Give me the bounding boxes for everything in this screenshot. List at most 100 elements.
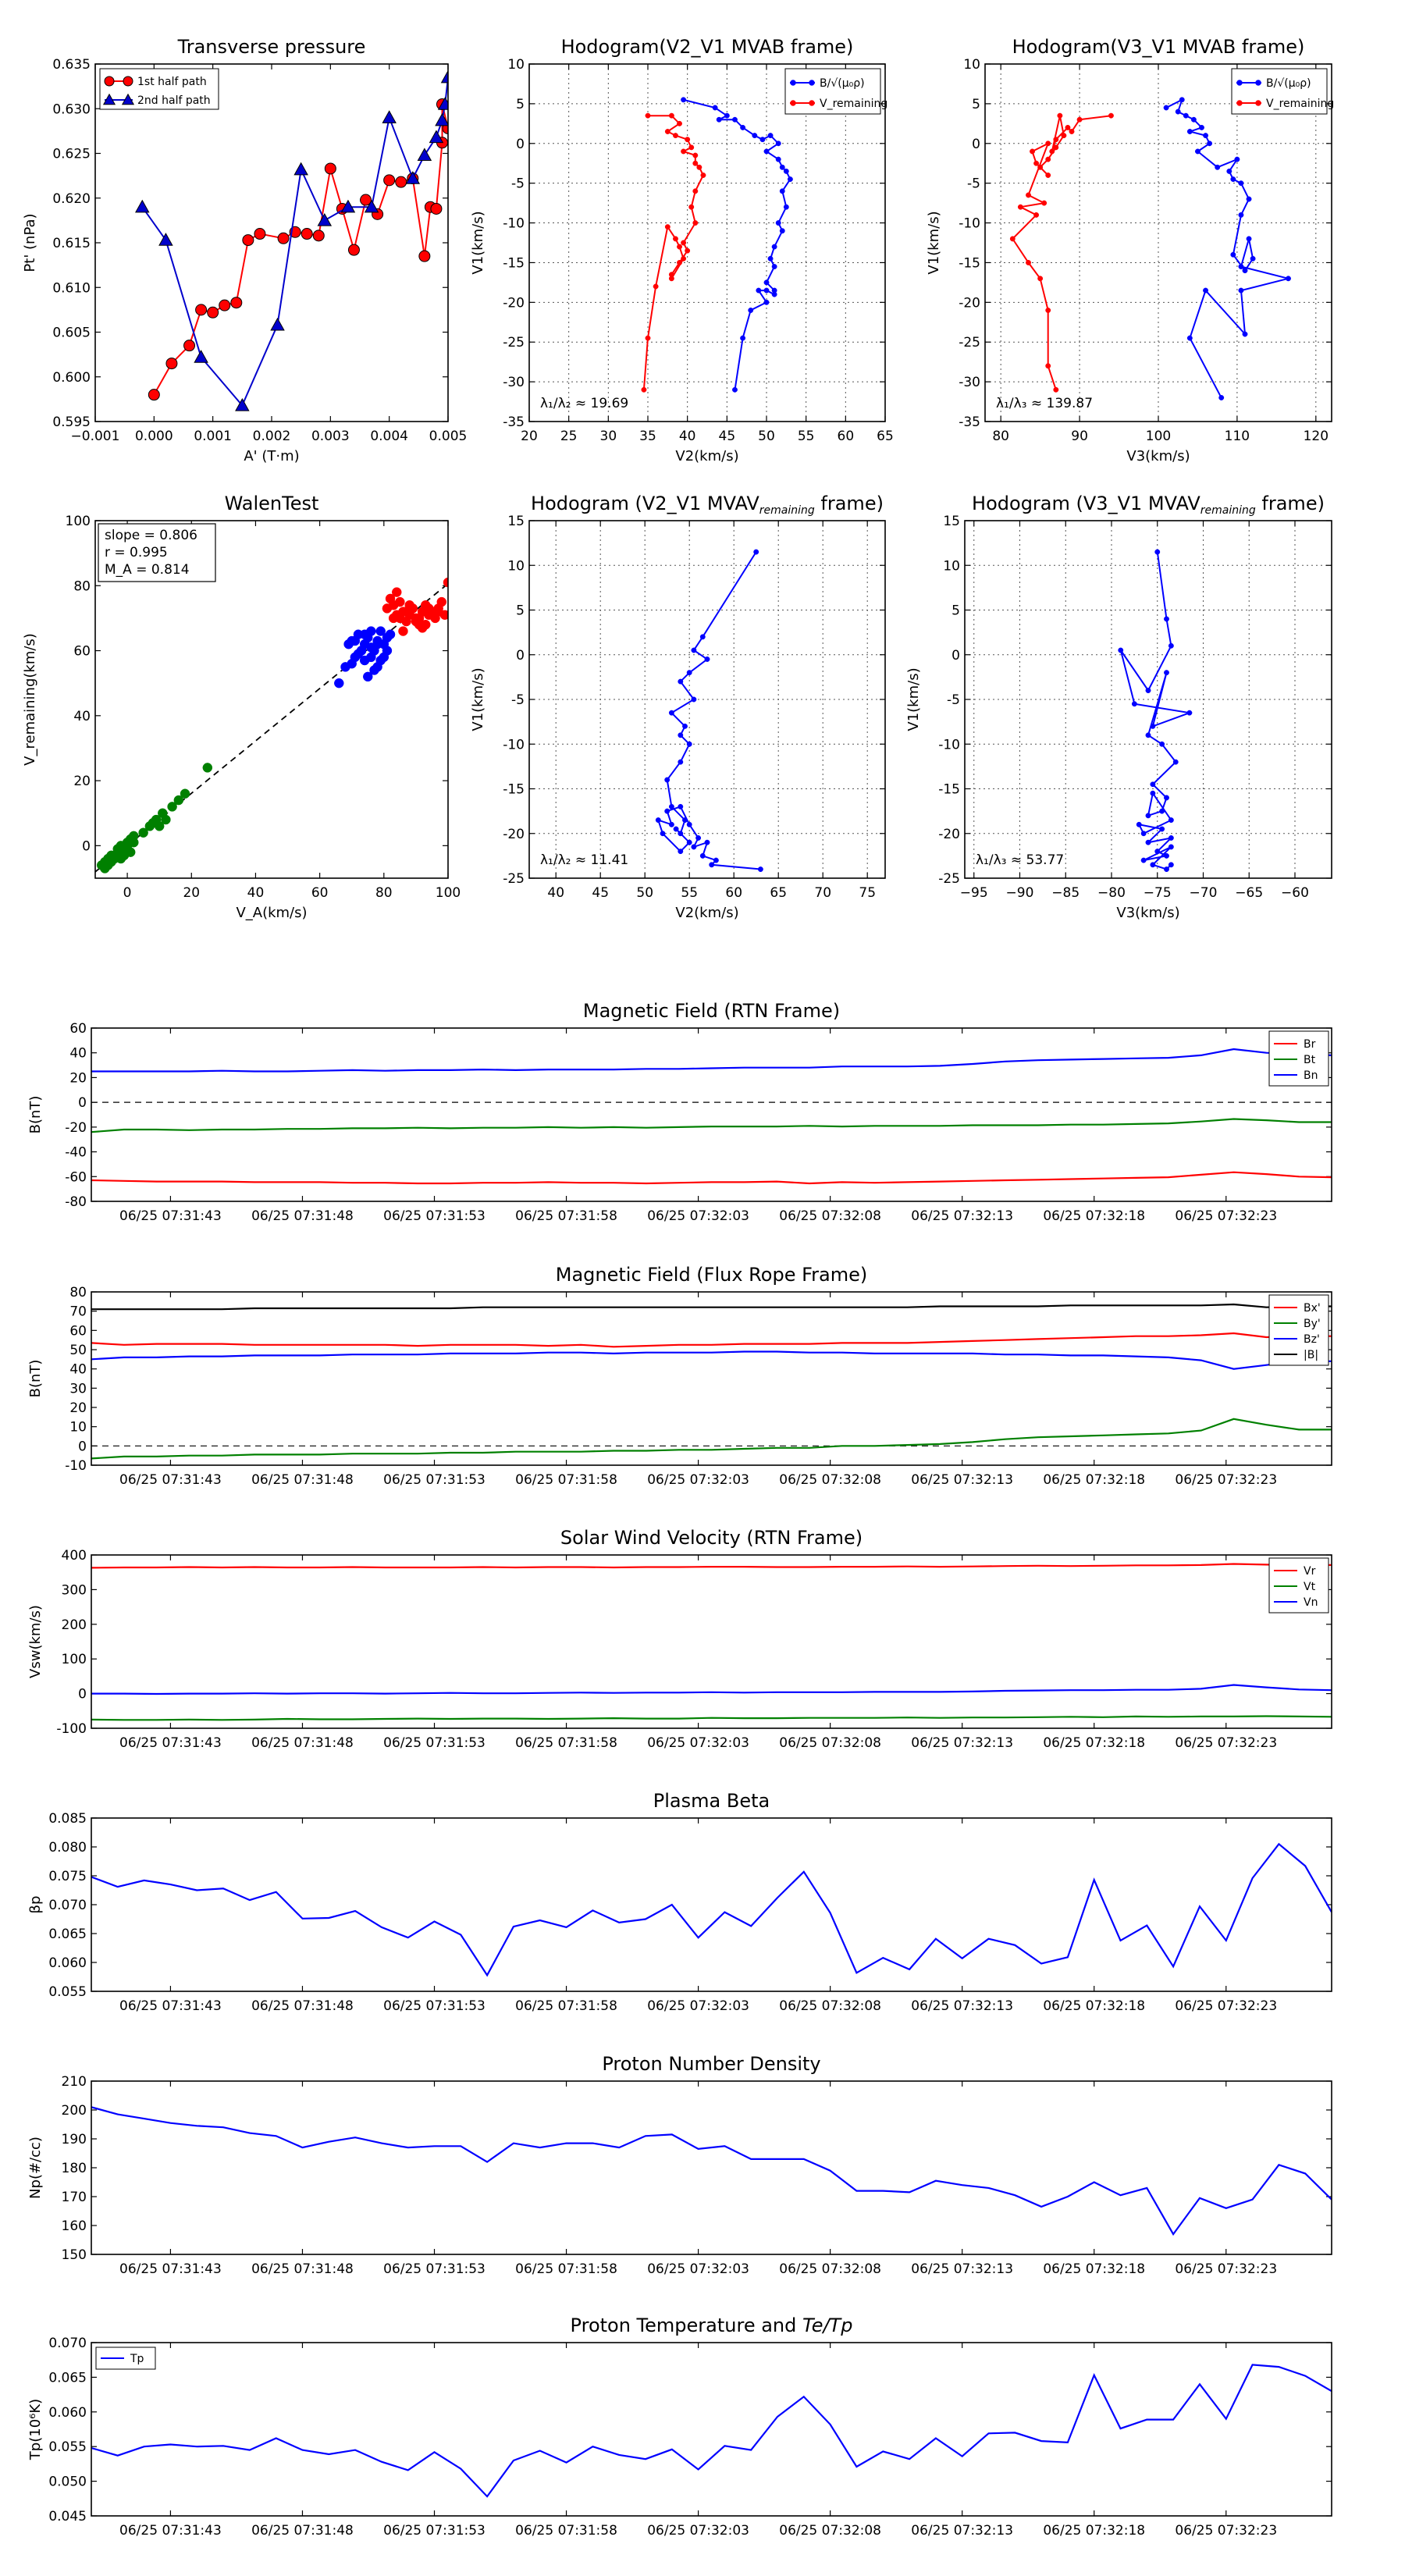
legend-label: By': [1304, 1318, 1321, 1330]
y-tick-label: 150: [62, 2247, 87, 2263]
time-tick-label: 06/25 07:32:18: [1043, 1735, 1145, 1751]
time-tick-label: 06/25 07:31:53: [383, 2523, 486, 2539]
plot-area: [135, 69, 448, 411]
series-line-bx-: [91, 1332, 1332, 1348]
time-tick-label: 06/25 07:31:43: [119, 1472, 222, 1488]
legend-marker: [1255, 100, 1261, 106]
chart-p5: Hodogram (V2_V1 MVAVremaining frame) 40 45…: [470, 493, 886, 921]
data-point: [1199, 124, 1204, 130]
data-point: [1140, 831, 1147, 837]
x-tick-label: −60: [1281, 885, 1309, 901]
data-point: [433, 603, 443, 614]
series-v-remaining: [1009, 112, 1114, 393]
data-point: [771, 291, 777, 297]
y-tick-label: 0.055: [48, 1984, 87, 2000]
data-point: [692, 188, 699, 194]
series-line: [141, 77, 448, 407]
data-point: [1168, 642, 1174, 649]
y-tick-label: 40: [69, 1046, 87, 1062]
y-tick-label: 200: [62, 1617, 87, 1633]
data-point: [668, 112, 674, 119]
y-tick-label: -40: [65, 1145, 87, 1161]
time-tick-label: 06/25 07:32:23: [1175, 1735, 1277, 1751]
y-tick-label: -30: [959, 375, 980, 390]
y-tick-label: -15: [959, 255, 980, 271]
chart-title: Transverse pressure: [177, 36, 366, 58]
data-point: [1150, 790, 1156, 796]
data-point: [678, 849, 684, 855]
x-axis-label: V3(km/s): [1116, 905, 1179, 921]
legend-label: Br: [1304, 1038, 1316, 1051]
data-point: [771, 244, 777, 250]
y-tick-label: 60: [73, 644, 91, 660]
y-tick-label: 0.045: [48, 2509, 87, 2524]
legend-marker: [102, 93, 116, 105]
x-tick-label: 20: [521, 429, 538, 444]
axes-frame: [94, 63, 449, 422]
data-point: [350, 635, 361, 646]
data-point: [1136, 821, 1142, 827]
y-tick-label: -25: [503, 335, 525, 350]
title-main: Magnetic Field (Flux Rope Frame): [556, 1264, 867, 1286]
legend-label: Tp: [130, 2353, 144, 2365]
time-tick-label: 06/25 07:32:18: [1043, 1472, 1145, 1488]
y-tick-label: 0: [78, 1095, 87, 1111]
time-tick-label: 06/25 07:32:03: [647, 2261, 749, 2277]
y-tick-label: -25: [503, 871, 525, 887]
data-point: [1069, 129, 1075, 134]
data-point: [1017, 204, 1023, 210]
time-tick-label: 06/25 07:32:23: [1175, 1208, 1277, 1224]
chart-t4: Plasma Beta 0.055 0.060 0.065 0.070 0.075 0.08…: [27, 1790, 1332, 2014]
data-point: [167, 802, 177, 812]
data-point: [395, 596, 405, 607]
legend-label: Bx': [1304, 1302, 1321, 1315]
y-axis-label: Np(#/cc): [27, 2137, 44, 2199]
data-point: [678, 803, 684, 809]
data-point: [1246, 196, 1252, 202]
data-point: [677, 120, 682, 126]
data-point: [699, 634, 706, 640]
data-point: [779, 188, 785, 194]
chart-title: Solar Wind Velocity (RTN Frame): [560, 1527, 863, 1549]
data-point: [763, 299, 770, 305]
data-point: [301, 228, 313, 240]
data-point: [1190, 116, 1197, 123]
data-point: [1033, 212, 1040, 218]
time-tick-label: 06/25 07:32:18: [1043, 2523, 1145, 2539]
axes-frame: [91, 1817, 1332, 1992]
data-point: [1150, 862, 1156, 868]
data-point: [1045, 141, 1051, 147]
y-tick-label: 5: [516, 603, 525, 619]
data-point: [165, 358, 178, 370]
data-point: [1168, 862, 1174, 868]
legend-label: Bz': [1304, 1333, 1320, 1346]
chart-title: Plasma Beta: [653, 1790, 770, 1812]
series-line: [1119, 551, 1193, 870]
x-axis-label: A' (T·m): [244, 448, 299, 464]
data-point: [759, 137, 766, 143]
chart-title: Hodogram (V3_V1 MVAVremaining frame): [972, 493, 1325, 517]
series-2nd-half-path: [135, 69, 448, 411]
data-point: [673, 236, 678, 242]
plot-area: [1118, 549, 1193, 873]
data-point: [713, 857, 719, 863]
x-tick-label: 40: [679, 429, 696, 444]
legend-label: B/√(μ₀ρ): [820, 77, 865, 90]
data-point: [1009, 236, 1016, 242]
data-point: [692, 152, 699, 158]
axes-frame: [91, 2342, 1332, 2517]
data-point: [668, 821, 674, 827]
data-point: [783, 204, 789, 210]
y-tick-label: 0.625: [52, 147, 91, 162]
y-tick-label: 180: [62, 2161, 87, 2176]
data-point: [752, 133, 758, 139]
time-tick-label: 06/25 07:32:23: [1175, 2523, 1277, 2539]
x-tick-label: 0.004: [370, 429, 408, 444]
data-point: [1061, 133, 1067, 139]
x-tick-label: 110: [1225, 429, 1250, 444]
y-tick-label: 0: [82, 838, 91, 854]
series-red: [382, 577, 448, 636]
x-tick-label: 75: [859, 885, 876, 901]
data-point: [202, 763, 213, 773]
data-point: [763, 148, 770, 155]
